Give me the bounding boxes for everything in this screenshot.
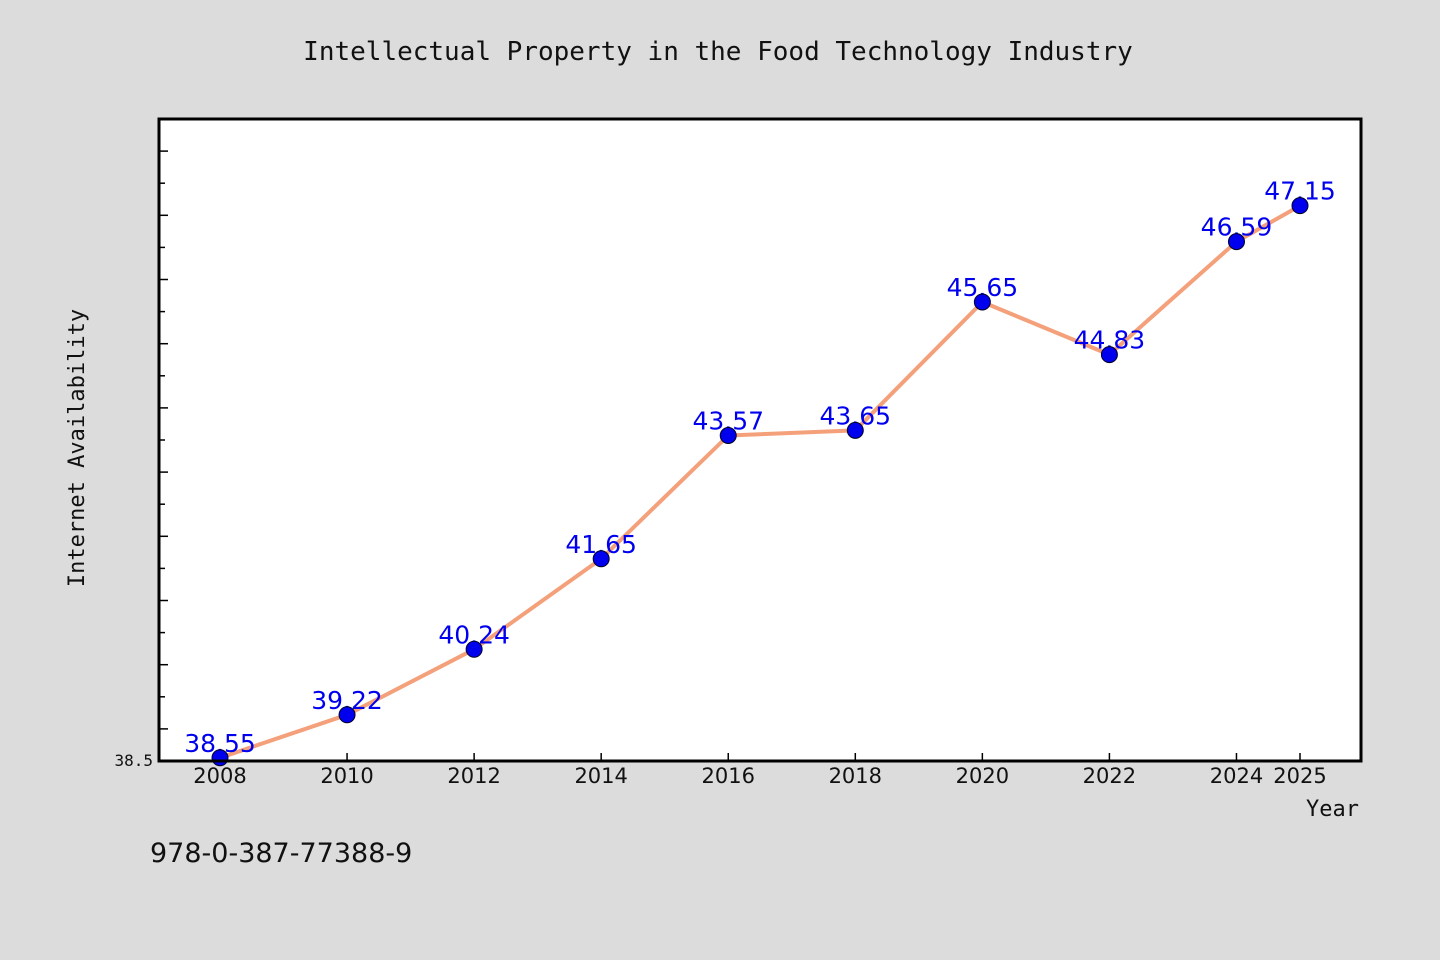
- data-point: [465, 640, 483, 658]
- data-point: [719, 427, 737, 445]
- data-point: [592, 550, 610, 568]
- x-tick-label: 2016: [702, 764, 755, 788]
- data-point: [211, 749, 229, 767]
- x-tick-label: 2008: [193, 764, 246, 788]
- y-tick-label: 38.5: [114, 751, 153, 770]
- x-tick-label: 2018: [829, 764, 882, 788]
- x-tick-label: 2022: [1083, 764, 1136, 788]
- data-point: [1100, 346, 1118, 364]
- x-tick-label: 2014: [574, 764, 627, 788]
- x-tick-labels: 2008 2010 2012 2014 2016 2018 2020 2022 2024 2025: [193, 764, 1326, 788]
- x-tick-label: 2012: [447, 764, 500, 788]
- x-tick-label: 2024: [1210, 764, 1263, 788]
- data-point: [338, 706, 356, 724]
- plot-area: [159, 119, 1361, 761]
- data-points: [211, 197, 1309, 767]
- plot-frame: [157, 117, 1363, 763]
- series-line: [218, 203, 1302, 760]
- x-tick-label: 2020: [956, 764, 1009, 788]
- x-tick-label: 2010: [320, 764, 373, 788]
- x-axis-title: Year: [1306, 797, 1359, 822]
- data-point: [846, 421, 864, 439]
- x-tick-label: 2025: [1273, 764, 1326, 788]
- data-point: [1227, 233, 1245, 251]
- data-point: [1291, 197, 1309, 215]
- chart-title: Intellectual Property in the Food Techno…: [303, 37, 1133, 67]
- footnote-isbn: 978-0-387-77388-9: [150, 838, 412, 869]
- y-axis-title: Internet Availability: [65, 309, 90, 587]
- data-point: [973, 293, 991, 311]
